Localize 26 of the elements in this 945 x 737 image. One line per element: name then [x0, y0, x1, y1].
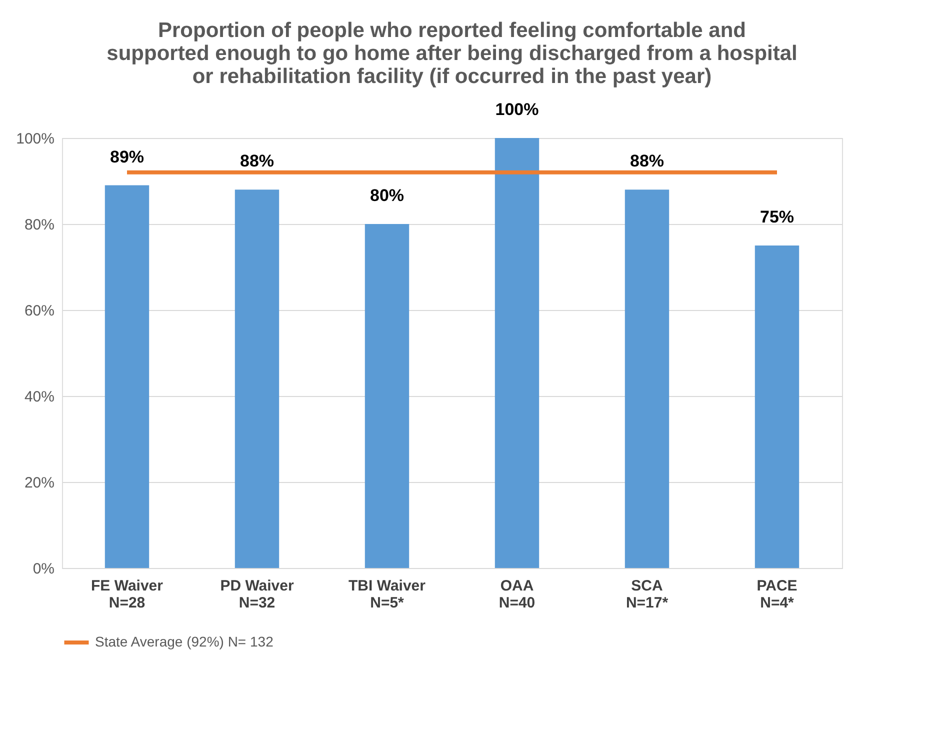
- x-tick-label: PD Waiver N=32: [220, 578, 294, 612]
- x-tick-label: TBI Waiver N=5*: [348, 578, 426, 612]
- legend-label: State Average (92%) N= 132: [95, 634, 274, 650]
- y-tick-label: 40%: [24, 388, 54, 406]
- bar: [104, 185, 150, 568]
- bar: [624, 190, 670, 568]
- data-label: 89%: [110, 147, 144, 166]
- data-label: 80%: [370, 186, 404, 205]
- bar: [364, 224, 410, 568]
- y-tick-label: 100%: [16, 130, 54, 148]
- bar: [494, 138, 540, 568]
- y-tick-label: 0%: [32, 560, 54, 578]
- x-tick-label: PACE N=4*: [756, 578, 798, 612]
- data-label: 88%: [630, 152, 664, 171]
- x-tick-label: SCA N=17*: [626, 578, 668, 612]
- x-tick-label: OAA N=40: [498, 578, 536, 612]
- data-label: 88%: [240, 152, 274, 171]
- y-tick-label: 60%: [24, 302, 54, 320]
- y-tick-label: 80%: [24, 216, 54, 234]
- bar: [234, 190, 280, 568]
- chart-title: Proportion of people who reported feeling comfortable and supported enough to go home after being discharged from a hospital or rehabilitation facility (if occurred in the past year): [106, 19, 798, 88]
- bar: [754, 246, 800, 568]
- data-label: 100%: [495, 100, 539, 119]
- y-tick-label: 20%: [24, 474, 54, 492]
- x-tick-label: FE Waiver N=28: [91, 578, 164, 612]
- data-label: 75%: [760, 208, 794, 226]
